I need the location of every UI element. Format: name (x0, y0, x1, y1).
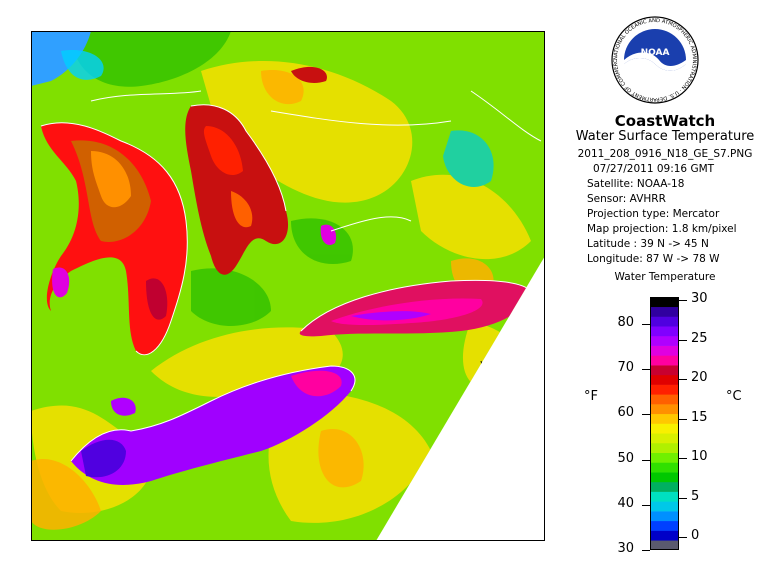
color-bar-step (650, 326, 679, 337)
color-bar-step (650, 316, 679, 327)
f-tick-label: 50 (617, 450, 634, 466)
color-bar-step (650, 384, 679, 395)
cold-patch-ne (443, 130, 494, 187)
color-bar-step (650, 511, 679, 522)
f-tick-label: 60 (617, 405, 634, 421)
color-bar-step (650, 452, 679, 463)
f-tick-mark (642, 459, 650, 461)
c-tick-mark (679, 458, 687, 459)
color-bar-step (650, 404, 679, 415)
color-bar-step (650, 501, 679, 512)
sensor: Sensor: AVHRR (587, 193, 666, 205)
color-bar-step (650, 442, 679, 453)
logo-text: NOAA (641, 48, 670, 58)
color-bar-step (650, 297, 679, 308)
cold-patch-nw (31, 31, 91, 86)
color-bar-step (650, 472, 679, 483)
c-tick-label: 20 (691, 370, 708, 385)
unit-celsius: °C (726, 389, 742, 404)
c-tick-label: 15 (691, 409, 708, 425)
map-projection: Map projection: 1.8 km/pixel (587, 223, 737, 235)
c-tick-label: 30 (691, 291, 708, 306)
legend-title: Water Temperature (614, 271, 716, 283)
lake-erie (71, 366, 355, 485)
color-bar-step (650, 462, 679, 473)
unit-fahrenheit: °F (584, 389, 598, 404)
brand-title: CoastWatch (614, 112, 716, 130)
f-tick-mark (642, 550, 650, 551)
georgian-bay (291, 66, 327, 83)
color-bar-step (650, 481, 679, 492)
color-bar-step (650, 530, 679, 541)
cold-patch-nw2 (61, 50, 104, 80)
color-bar-step (650, 306, 679, 317)
c-tick-mark (679, 379, 687, 380)
color-bar-step (650, 423, 679, 434)
projection-type: Projection type: Mercator (587, 208, 720, 220)
color-bar-step (650, 355, 679, 366)
color-bar-step (650, 365, 679, 376)
c-tick-label: 25 (691, 330, 708, 346)
f-tick-mark (642, 324, 650, 326)
f-tick-mark (642, 504, 650, 506)
datetime: 07/27/2011 09:16 GMT (593, 163, 715, 175)
f-tick-label: 80 (617, 315, 634, 331)
f-tick-label: 70 (617, 360, 634, 376)
color-bar-step (650, 335, 679, 346)
sst-map (31, 31, 545, 541)
f-tick-label: 30 (617, 541, 634, 556)
c-tick-label: 10 (691, 449, 708, 464)
green-bay (52, 267, 70, 298)
color-bar-step (650, 345, 679, 356)
c-tick-mark (679, 339, 687, 341)
filename: 2011_208_0916_N18_GE_S7.PNG (577, 148, 753, 160)
color-bar (650, 297, 679, 550)
c-tick-label: 0 (691, 528, 700, 543)
color-bar-step (650, 520, 679, 531)
color-bar-step (650, 413, 679, 424)
latitude-range: Latitude : 39 N -> 45 N (587, 238, 709, 250)
c-tick-label: 5 (691, 488, 700, 504)
longitude-range: Longitude: 87 W -> 78 W (587, 253, 720, 265)
color-bar-step (650, 433, 679, 444)
color-bar-step (650, 394, 679, 405)
lake-st-clair (111, 397, 136, 416)
f-tick-mark (642, 369, 650, 371)
color-bar-step (650, 491, 679, 502)
f-tick-label: 40 (617, 495, 634, 511)
c-tick-mark (679, 497, 687, 499)
lake-simcoe (320, 224, 337, 246)
noaa-logo: NATIONAL OCEANIC AND ATMOSPHERIC ADMINIS… (611, 16, 699, 104)
color-bar-step (650, 374, 679, 385)
f-tick-mark (642, 414, 650, 416)
c-tick-mark (679, 537, 687, 538)
c-tick-mark (679, 300, 687, 301)
c-tick-mark (679, 418, 687, 420)
product-title: Water Surface Temperature (575, 129, 755, 144)
satellite: Satellite: NOAA-18 (587, 178, 685, 190)
color-bar-step (650, 540, 679, 550)
land-green-patches (71, 31, 353, 326)
